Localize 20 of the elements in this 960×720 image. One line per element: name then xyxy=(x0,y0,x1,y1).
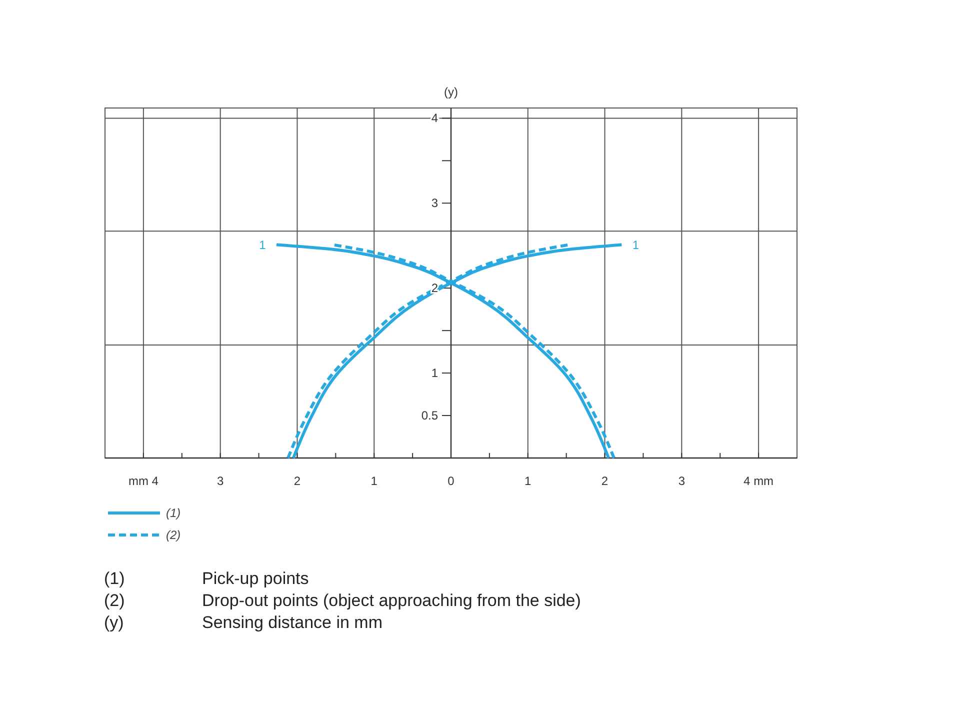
x-tick-label: 1 xyxy=(370,474,378,488)
text: (1) Pick-up points xyxy=(104,569,309,588)
annotation: 1 xyxy=(632,238,640,252)
text: (2) Drop-out points (object approaching from the side) xyxy=(104,591,581,610)
x-tick-label: mm 4 xyxy=(128,474,159,488)
y-axis-title: (y) xyxy=(444,85,458,99)
x-tick-label: 1 xyxy=(524,474,532,488)
legend-label: (1) xyxy=(166,506,181,520)
x-tick-label: 2 xyxy=(294,474,301,488)
x-tick-label: 2 xyxy=(601,474,608,488)
y-tick-label: 3 xyxy=(431,196,438,210)
annotation: 1 xyxy=(259,238,266,252)
text: (y) Sensing distance in mm xyxy=(104,613,382,632)
y-tick-label: 1 xyxy=(431,366,438,380)
x-tick-label: 3 xyxy=(678,474,686,488)
y-tick-label: 0.5 xyxy=(421,408,438,423)
x-tick-label: 3 xyxy=(216,474,224,488)
x-tick-label: 4 mm xyxy=(744,474,774,488)
x-tick-label: 0 xyxy=(448,474,455,488)
legend-label: (2) xyxy=(166,528,181,542)
